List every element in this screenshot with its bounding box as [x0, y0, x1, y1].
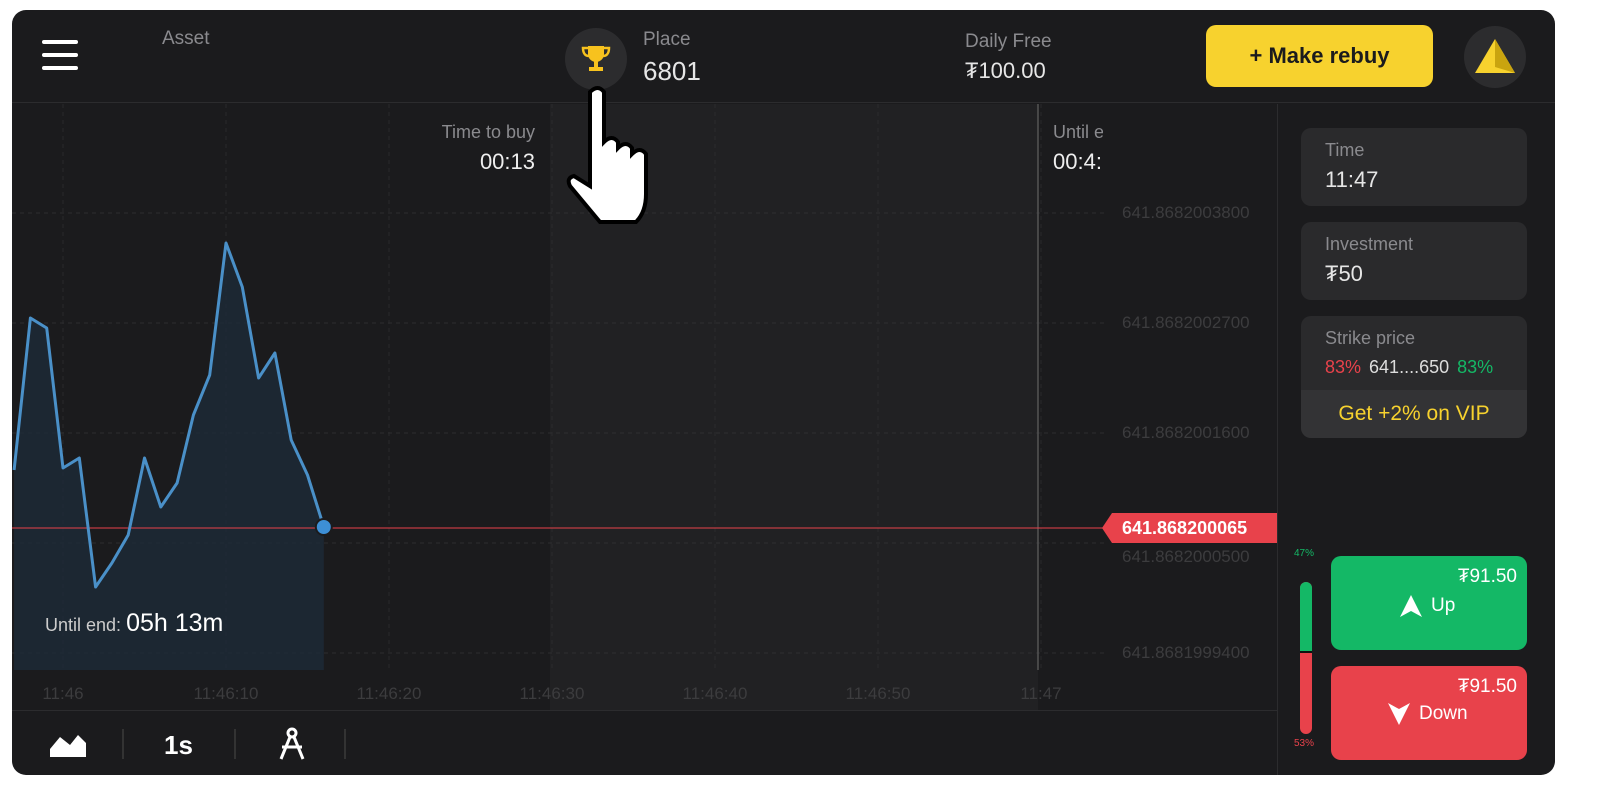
strike-price-label: Strike price	[1325, 328, 1416, 348]
time-to-buy-value: 00:13	[479, 149, 535, 174]
sentiment-bar	[1300, 582, 1312, 734]
avatar[interactable]	[1464, 26, 1526, 88]
header: Asset Place 6801 Daily Free ₮100.00 + Ma…	[12, 10, 1555, 103]
price-chart[interactable]: 641.8682003800 641.8682002700 641.86820016…	[12, 86, 1277, 710]
divider	[344, 729, 346, 759]
y-tick-label: 641.8682002700	[1122, 312, 1250, 332]
divider	[234, 729, 236, 759]
timeframe-button[interactable]: 1s	[164, 730, 193, 760]
current-price-dot	[314, 517, 333, 536]
place-value: 6801	[643, 56, 701, 86]
time-field[interactable]: Time 11:47	[1301, 128, 1527, 206]
up-percentage: 47%	[1294, 548, 1315, 559]
time-value: 11:47	[1325, 167, 1379, 192]
until-end-label: Until end:	[45, 615, 122, 635]
down-button[interactable]: ₮91.50 Down	[1331, 666, 1527, 760]
investment-value: ₮50	[1325, 261, 1363, 286]
trade-panel: Time 11:47 Investment ₮50 Strike price 8…	[1277, 104, 1555, 775]
trophy-icon[interactable]	[565, 28, 627, 90]
hand-pointer-icon	[566, 86, 648, 224]
up-payout: ₮91.50	[1457, 566, 1517, 587]
y-tick-label: 641.8682001600	[1122, 422, 1250, 442]
pyramid-icon	[1475, 39, 1515, 73]
down-label: Down	[1419, 703, 1468, 724]
strike-price-value: 641....650	[1369, 357, 1450, 377]
until-end-label-top: Until e	[1053, 122, 1103, 142]
x-tick-label: 11:46:50	[845, 684, 911, 703]
daily-free-label: Daily Free	[965, 31, 1052, 52]
arrow-up-icon	[1400, 595, 1422, 617]
make-rebuy-button[interactable]: + Make rebuy	[1206, 25, 1433, 87]
down-payout: ₮91.50	[1457, 676, 1517, 697]
x-tick-label: 11:46:10	[193, 684, 259, 703]
drawing-tools-icon[interactable]	[276, 725, 308, 761]
time-label: Time	[1325, 140, 1365, 160]
investment-field[interactable]: Investment ₮50	[1301, 222, 1527, 300]
y-tick-label: 641.8682003800	[1122, 203, 1250, 222]
x-tick-label: 11:46:40	[682, 684, 748, 703]
menu-icon[interactable]	[42, 40, 78, 79]
daily-free-balance: ₮100.00	[965, 58, 1046, 83]
vip-bonus-link[interactable]: Get +2% on VIP	[1301, 390, 1527, 438]
sentiment-up-fill	[1300, 582, 1312, 654]
area-chart-icon[interactable]	[48, 729, 88, 759]
investment-label: Investment	[1325, 234, 1414, 254]
app-window: Asset Place 6801 Daily Free ₮100.00 + Ma…	[12, 10, 1555, 775]
price-line	[12, 241, 326, 589]
x-tick-label: 11:46:20	[356, 684, 422, 703]
y-tick-label: 641.8682000500	[1122, 547, 1250, 566]
strike-price-field[interactable]: Strike price 83% 641....650 83% Get +2% …	[1301, 316, 1527, 438]
strike-up-pct: 83%	[1457, 357, 1494, 377]
chart-toolbar: 1s	[12, 710, 1277, 775]
until-end-value: 05h 13m	[126, 609, 224, 637]
down-percentage: 53%	[1294, 738, 1315, 749]
x-tick-label: 11:47	[1020, 684, 1062, 703]
time-to-buy-label: Time to buy	[441, 122, 535, 142]
x-tick-label: 11:46	[42, 684, 84, 703]
strike-down-pct: 83%	[1325, 357, 1362, 377]
x-tick-label: 11:46:30	[519, 684, 585, 703]
y-tick-label: 641.8681999400	[1122, 643, 1250, 662]
divider	[122, 729, 124, 759]
up-label: Up	[1431, 595, 1456, 616]
place-label: Place	[643, 29, 691, 50]
asset-label[interactable]: Asset	[162, 28, 210, 49]
until-end: Until end: 05h 13m	[45, 609, 223, 638]
up-button[interactable]: ₮91.50 Up	[1331, 556, 1527, 650]
current-price-badge: 641.868200065	[1102, 513, 1277, 543]
arrow-down-icon	[1388, 703, 1410, 725]
until-end-value-top: 00:4:	[1053, 149, 1102, 174]
